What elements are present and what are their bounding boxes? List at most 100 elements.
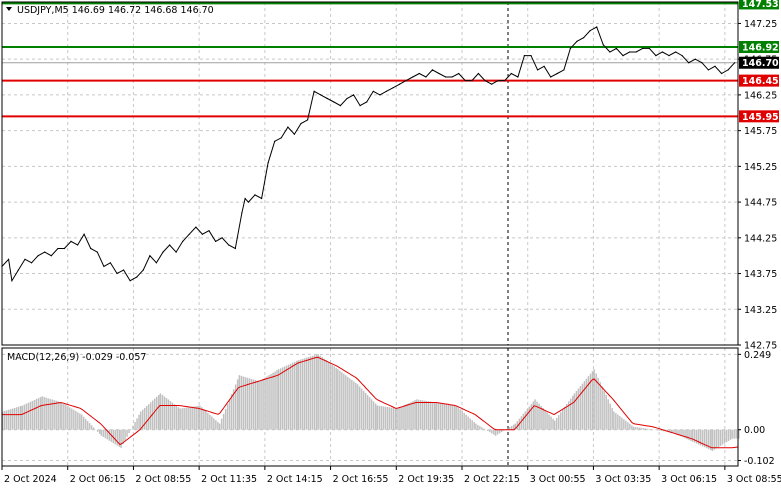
macd-bar	[400, 406, 402, 430]
macd-bar	[725, 429, 728, 443]
x-tick-label: 2 Oct 11:35	[201, 474, 257, 485]
macd-bar	[136, 418, 138, 430]
macd-bar	[126, 429, 128, 437]
macd-bar	[358, 386, 361, 430]
price-point	[451, 76, 453, 78]
macd-bar	[2, 411, 4, 430]
macd-bar	[599, 382, 601, 430]
price-point	[353, 94, 355, 96]
macd-bar	[443, 403, 446, 430]
y-tick-label: 145.25	[744, 162, 777, 173]
macd-bar	[353, 381, 355, 430]
macd-bar	[408, 403, 410, 430]
macd-bar	[274, 371, 276, 430]
macd-bar	[41, 396, 43, 430]
macd-bar	[152, 400, 154, 430]
macd-bar	[189, 407, 191, 430]
macd-bar	[512, 424, 515, 430]
macd-bar	[445, 404, 448, 430]
macd-signal-line	[2, 356, 739, 449]
macd-bar	[642, 428, 645, 430]
macd-bar	[195, 406, 197, 430]
macd-bar	[735, 429, 737, 439]
price-point	[379, 94, 381, 96]
macd-bar	[434, 402, 436, 430]
macd-bar	[418, 399, 420, 430]
macd-bar	[215, 420, 217, 430]
price-point	[96, 251, 98, 253]
price-point	[293, 133, 295, 135]
macd-bar	[487, 429, 489, 431]
price-point	[556, 72, 558, 75]
macd-bar	[704, 429, 706, 448]
macd-bar	[301, 358, 304, 430]
macd-bar	[325, 360, 327, 430]
price-point	[622, 55, 624, 57]
macd-bar	[207, 412, 209, 430]
price-point	[17, 269, 19, 271]
macd-bar	[631, 425, 633, 430]
price-point	[372, 90, 374, 92]
macd-bar	[305, 357, 308, 430]
price-point	[543, 65, 545, 67]
macd-bar	[542, 408, 544, 430]
macd-bar	[528, 406, 531, 430]
price-point	[11, 280, 13, 282]
macd-bar	[430, 401, 432, 430]
macd-bar	[686, 429, 688, 440]
macd-bar	[100, 429, 103, 436]
macd-bar	[315, 354, 318, 430]
macd-bar	[276, 370, 278, 430]
macd-bar	[53, 400, 55, 430]
x-tick-label: 3 Oct 06:15	[661, 474, 717, 485]
macd-bar	[422, 400, 424, 430]
macd-bar	[605, 395, 607, 430]
chevron-down-icon[interactable]	[6, 7, 12, 11]
macd-bar	[218, 423, 221, 430]
macd-bar	[692, 429, 694, 442]
macd-bar	[469, 418, 471, 430]
price-point	[63, 247, 65, 250]
macd-bar	[690, 429, 692, 441]
macd-bar	[270, 373, 272, 430]
macd-bar	[250, 378, 253, 430]
price-point	[142, 269, 144, 271]
macd-bar	[558, 415, 560, 430]
macd-bar	[35, 399, 38, 430]
macd-bar	[360, 388, 363, 430]
macd-bar	[516, 421, 519, 430]
macd-bar	[398, 407, 400, 430]
price-point	[169, 244, 171, 246]
macd-bar	[14, 407, 16, 430]
macd-bar	[684, 429, 686, 439]
price-point	[83, 233, 85, 235]
macd-bar	[731, 429, 733, 439]
price-point	[346, 97, 348, 100]
macd-bar	[193, 406, 195, 430]
macd-bar	[597, 377, 599, 430]
price-point	[109, 262, 111, 264]
macd-bar	[313, 355, 316, 430]
macd-bar	[6, 410, 8, 430]
macd-bar	[530, 404, 533, 430]
macd-bar	[619, 416, 621, 430]
macd-bar	[98, 429, 101, 434]
macd-bar	[467, 416, 469, 430]
price-point	[8, 258, 10, 260]
macd-bar	[21, 405, 24, 430]
y-tick-label: 147.25	[744, 19, 777, 30]
macd-bar	[329, 363, 331, 430]
macd-bar	[368, 397, 371, 430]
macd-bar	[49, 398, 51, 430]
macd-bar	[290, 363, 292, 430]
x-tick-label: 2 Oct 19:35	[398, 474, 454, 485]
macd-bar	[420, 400, 422, 430]
x-tick-label: 2 Oct 08:55	[135, 474, 191, 485]
price-point	[648, 47, 650, 50]
price-point	[438, 72, 440, 75]
macd-bar	[296, 360, 298, 430]
macd-bar	[386, 407, 389, 430]
macd-bar	[20, 406, 22, 430]
macd-bar	[424, 400, 426, 430]
macd-bar	[526, 408, 529, 430]
